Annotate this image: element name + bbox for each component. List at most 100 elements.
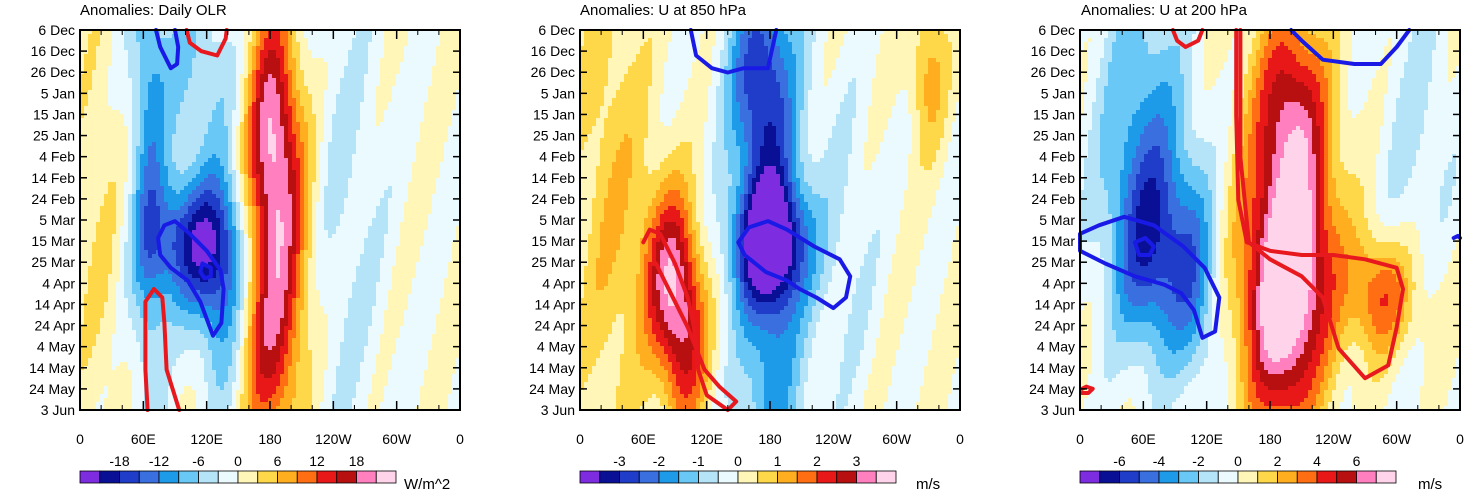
heat-cell: [316, 50, 321, 55]
heat-cell: [84, 82, 89, 87]
heat-cell: [188, 90, 193, 95]
heat-cell: [136, 38, 141, 43]
heat-cell: [392, 82, 397, 87]
heat-cell: [196, 74, 201, 79]
heat-cell: [432, 66, 437, 71]
heat-cell: [104, 74, 109, 79]
heat-cell: [228, 50, 233, 55]
heat-cell: [316, 66, 321, 71]
heat-cell: [256, 66, 261, 71]
heat-cell: [96, 82, 101, 87]
heat-cell: [156, 66, 161, 71]
heat-cell: [340, 50, 345, 55]
heat-cell: [96, 38, 101, 43]
heat-cell: [224, 50, 229, 55]
heat-cell: [388, 34, 393, 39]
heat-cell: [420, 70, 425, 75]
heat-cell: [444, 66, 449, 71]
heat-cell: [224, 62, 229, 67]
heat-cell: [124, 94, 129, 99]
heat-cell: [232, 82, 237, 87]
heat-cell: [124, 34, 129, 39]
heat-cell: [212, 42, 217, 47]
heat-cell: [356, 38, 361, 43]
heat-cell: [148, 66, 153, 71]
heat-cell: [440, 42, 445, 47]
heat-cell: [248, 66, 253, 71]
heat-cell: [400, 54, 405, 59]
heat-cell: [200, 86, 205, 91]
heat-cell: [184, 94, 189, 99]
heat-cell: [124, 78, 129, 83]
heat-cell: [244, 86, 249, 91]
heat-cell: [168, 38, 173, 43]
heat-cell: [252, 90, 257, 95]
heat-cell: [352, 66, 357, 71]
heat-cell: [192, 82, 197, 87]
heat-cell: [340, 38, 345, 43]
heat-cell: [272, 34, 277, 39]
heat-cell: [324, 46, 329, 51]
heat-cell: [360, 46, 365, 51]
heat-cell: [236, 86, 241, 91]
heat-cell: [108, 86, 113, 91]
heat-cell: [248, 46, 253, 51]
heat-cell: [180, 38, 185, 43]
heat-cell: [252, 38, 257, 43]
heat-cell: [236, 58, 241, 63]
heat-cell: [388, 70, 393, 75]
heat-cell: [276, 82, 281, 87]
heat-cell: [344, 38, 349, 43]
heat-cell: [104, 66, 109, 71]
heat-cell: [296, 78, 301, 83]
heat-cell: [436, 54, 441, 59]
heat-cell: [272, 70, 277, 75]
heat-cell: [292, 78, 297, 83]
heat-cell: [200, 66, 205, 71]
heat-cell: [348, 66, 353, 71]
heat-cell: [100, 78, 105, 83]
heat-cell: [120, 86, 125, 91]
heat-cell: [384, 62, 389, 67]
heat-cell: [108, 58, 113, 63]
heat-cell: [380, 54, 385, 59]
heat-cell: [164, 38, 169, 43]
heat-cell: [328, 50, 333, 55]
heat-cell: [440, 74, 445, 79]
heat-cell: [108, 70, 113, 75]
heat-cell: [96, 66, 101, 71]
heat-cell: [400, 42, 405, 47]
heat-cell: [224, 58, 229, 63]
heat-cell: [296, 58, 301, 63]
heat-cell: [196, 58, 201, 63]
heat-cell: [128, 82, 133, 87]
heat-cell: [132, 54, 137, 59]
heat-cell: [112, 78, 117, 83]
heat-cell: [176, 94, 181, 99]
heat-cell: [312, 66, 317, 71]
heat-cell: [240, 62, 245, 67]
heat-cell: [292, 42, 297, 47]
heat-cell: [364, 54, 369, 59]
heat-cell: [392, 54, 397, 59]
heat-cell: [152, 90, 157, 95]
heat-cell: [268, 54, 273, 59]
heat-cell: [108, 46, 113, 51]
heat-cell: [272, 74, 277, 79]
heat-cell: [304, 82, 309, 87]
heat-cell: [180, 74, 185, 79]
heat-cell: [364, 46, 369, 51]
heat-cell: [208, 38, 213, 43]
heat-cell: [336, 38, 341, 43]
heat-cell: [384, 50, 389, 55]
heat-cell: [264, 74, 269, 79]
heat-cell: [208, 58, 213, 63]
heat-cell: [112, 38, 117, 43]
heat-cell: [136, 70, 141, 75]
heat-cell: [248, 70, 253, 75]
heat-cell: [352, 42, 357, 47]
heat-cell: [408, 42, 413, 47]
heat-cell: [444, 38, 449, 43]
heat-cell: [104, 86, 109, 91]
heat-cell: [292, 66, 297, 71]
